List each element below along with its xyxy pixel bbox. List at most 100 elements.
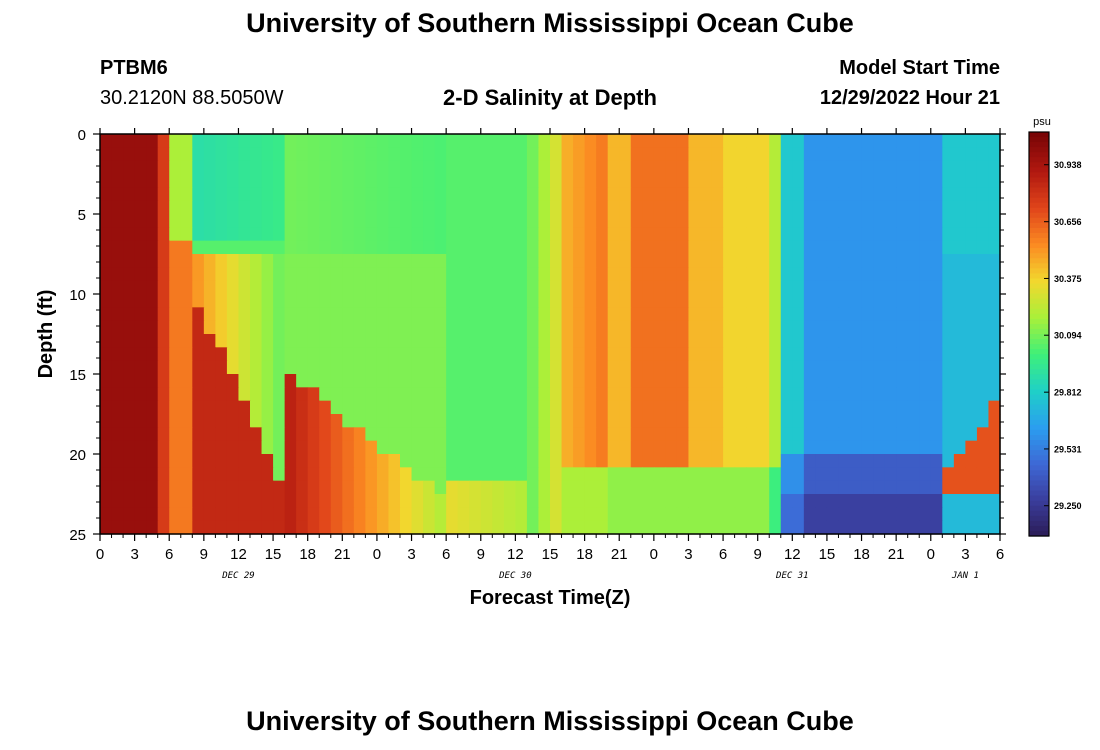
heatmap-cell — [330, 187, 343, 202]
heatmap-cell — [665, 347, 678, 362]
heatmap-cell — [573, 427, 586, 442]
heatmap-cell — [734, 267, 747, 282]
heatmap-cell — [203, 520, 216, 535]
heatmap-cell — [365, 280, 378, 295]
heatmap-cell — [134, 134, 147, 148]
heatmap-cell — [734, 507, 747, 522]
heatmap-cell — [319, 400, 332, 415]
heatmap-cell — [526, 454, 540, 468]
heatmap-cell — [296, 467, 309, 482]
heatmap-cell — [388, 334, 401, 348]
heatmap-cell — [884, 267, 897, 282]
heatmap-cell — [388, 174, 401, 188]
heatmap-cell — [930, 147, 943, 162]
heatmap-cell — [642, 280, 655, 295]
heatmap-cell — [815, 507, 828, 522]
heatmap-cell — [446, 307, 459, 322]
heatmap-cell — [826, 240, 840, 255]
heatmap-cell — [273, 494, 286, 508]
heatmap-cell — [515, 307, 528, 322]
heatmap-cell — [653, 294, 666, 308]
colorbar-swatch — [1029, 404, 1049, 411]
heatmap-cell — [226, 147, 240, 162]
heatmap-cell — [169, 160, 182, 175]
heatmap-cell — [561, 427, 574, 442]
heatmap-cell — [226, 374, 240, 388]
heatmap-cell — [850, 374, 863, 388]
heatmap-cell — [780, 307, 793, 322]
heatmap-cell — [815, 360, 828, 375]
heatmap-cell — [376, 214, 390, 228]
heatmap-cell — [238, 200, 251, 215]
heatmap-cell — [930, 174, 943, 188]
colorbar: 30.93830.65630.37530.09429.81229.53129.2… — [1028, 131, 1082, 537]
heatmap-cell — [988, 467, 1001, 482]
heatmap-cell — [850, 200, 863, 215]
heatmap-cell — [965, 334, 978, 348]
heatmap-cell — [653, 414, 666, 428]
heatmap-cell — [850, 160, 863, 175]
heatmap-cell — [873, 507, 886, 522]
heatmap-cell — [688, 254, 701, 268]
heatmap-cell — [607, 507, 620, 522]
heatmap-cell — [446, 187, 459, 202]
colorbar-swatch — [1029, 157, 1049, 163]
heatmap-cell — [388, 360, 401, 375]
heatmap-cell — [665, 387, 678, 402]
heatmap-cell — [469, 414, 482, 428]
heatmap-cell — [134, 147, 147, 162]
heatmap-cell — [307, 520, 320, 535]
heatmap-cell — [203, 454, 216, 468]
colorbar-swatch — [1029, 429, 1049, 436]
heatmap-cell — [653, 347, 666, 362]
heatmap-cell — [353, 280, 366, 295]
heatmap-cell — [457, 147, 470, 162]
footer-title: University of Southern Mississippi Ocean… — [246, 706, 854, 736]
heatmap-cell — [526, 414, 540, 428]
heatmap-cell — [423, 200, 436, 215]
heatmap-cell — [238, 507, 251, 522]
heatmap-cell — [873, 454, 886, 468]
heatmap-cell — [446, 387, 459, 402]
heatmap-cell — [619, 200, 632, 215]
heatmap-cell — [792, 307, 805, 322]
heatmap-cell — [573, 187, 586, 202]
heatmap-cell — [515, 467, 528, 482]
heatmap-cell — [203, 267, 216, 282]
heatmap-cell — [492, 360, 505, 375]
heatmap-cell — [526, 440, 540, 455]
heatmap-cell — [330, 147, 343, 162]
heatmap-cell — [769, 214, 782, 228]
heatmap-cell — [815, 227, 828, 242]
heatmap-cell — [815, 387, 828, 402]
heatmap-cell — [457, 174, 470, 188]
heatmap-cell — [307, 360, 320, 375]
heatmap-cell — [873, 480, 886, 495]
heatmap-cell — [884, 480, 897, 495]
heatmap-cell — [342, 267, 355, 282]
heatmap-cell — [688, 240, 701, 255]
heatmap-cell — [907, 187, 920, 202]
heatmap-cell — [596, 200, 609, 215]
heatmap-cell — [238, 187, 251, 202]
heatmap-cell — [630, 347, 643, 362]
heatmap-cell — [757, 454, 770, 468]
x-axis: 0 3 6 9 12 15 18 21 0 3 6 9 12 15 18 21 0 3 6 9 12 15 18 21 0 3 6D… — [96, 128, 1004, 581]
heatmap-cell — [711, 334, 724, 348]
heatmap-cell — [492, 414, 505, 428]
heatmap-cell — [503, 480, 516, 495]
heatmap-cell — [273, 400, 286, 415]
heatmap-cell — [457, 454, 470, 468]
heatmap-cell — [976, 440, 990, 455]
heatmap-cell — [446, 360, 459, 375]
heatmap-cell — [226, 280, 240, 295]
heatmap-cell — [469, 254, 482, 268]
heatmap-cell — [457, 520, 470, 535]
heatmap-cell — [561, 400, 574, 415]
heatmap-cell — [515, 360, 528, 375]
heatmap-cell — [619, 507, 632, 522]
heatmap-cell — [538, 520, 551, 535]
heatmap-cell — [434, 134, 447, 148]
heatmap-cell — [942, 280, 955, 295]
heatmap-cell — [215, 347, 228, 362]
